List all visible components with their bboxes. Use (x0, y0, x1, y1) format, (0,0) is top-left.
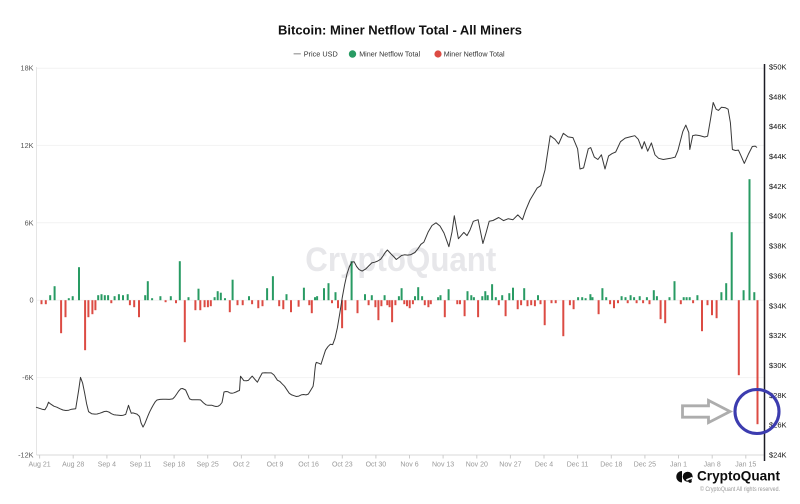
svg-text:© CryptoQuant All rights reser: © CryptoQuant All rights reserved. (700, 486, 780, 493)
svg-text:Bitcoin: Miner Netflow Total -: Bitcoin: Miner Netflow Total - All Miner… (278, 22, 522, 37)
svg-text:$36K: $36K (769, 271, 787, 280)
svg-text:-12K: -12K (18, 451, 34, 460)
svg-text:Miner Netflow Total: Miner Netflow Total (359, 50, 420, 59)
svg-text:Jan 15: Jan 15 (735, 462, 756, 469)
svg-text:Nov 6: Nov 6 (400, 462, 418, 469)
svg-text:Oct 16: Oct 16 (298, 462, 319, 469)
svg-text:0: 0 (29, 296, 33, 305)
svg-text:CryptoQuant: CryptoQuant (305, 241, 496, 279)
svg-text:CryptoQuant: CryptoQuant (697, 468, 781, 483)
svg-text:$46K: $46K (769, 122, 787, 131)
svg-text:$42K: $42K (769, 182, 787, 191)
svg-text:Nov 27: Nov 27 (499, 462, 521, 469)
svg-text:$48K: $48K (769, 92, 787, 101)
svg-text:$44K: $44K (769, 152, 787, 161)
svg-text:$30K: $30K (769, 361, 787, 370)
svg-text:Price USD: Price USD (304, 50, 338, 59)
svg-text:-6K: -6K (22, 373, 33, 382)
svg-text:12K: 12K (21, 141, 34, 150)
svg-text:Dec 4: Dec 4 (535, 462, 553, 469)
svg-text:Dec 11: Dec 11 (567, 462, 589, 469)
svg-text:Aug 28: Aug 28 (62, 462, 84, 469)
svg-text:Aug 21: Aug 21 (29, 462, 51, 469)
svg-text:Sep 18: Sep 18 (163, 462, 185, 469)
svg-text:$38K: $38K (769, 242, 787, 251)
svg-text:$50K: $50K (769, 63, 787, 72)
svg-text:Sep 4: Sep 4 (98, 462, 116, 469)
svg-text:Sep 25: Sep 25 (197, 462, 219, 469)
svg-text:$34K: $34K (769, 301, 787, 310)
svg-text:$28K: $28K (769, 391, 787, 400)
svg-text:Oct 2: Oct 2 (233, 462, 250, 469)
svg-text:Dec 25: Dec 25 (634, 462, 656, 469)
svg-text:Oct 23: Oct 23 (332, 462, 353, 469)
svg-text:$32K: $32K (769, 331, 787, 340)
svg-text:Sep 11: Sep 11 (130, 462, 152, 469)
svg-text:Jan 1: Jan 1 (670, 462, 687, 469)
svg-text:Oct 9: Oct 9 (267, 462, 284, 469)
svg-text:$24K: $24K (769, 451, 787, 460)
svg-text:$26K: $26K (769, 421, 787, 430)
svg-text:Dec 18: Dec 18 (600, 462, 622, 469)
svg-text:Nov 13: Nov 13 (432, 462, 454, 469)
svg-text:Nov 20: Nov 20 (466, 462, 488, 469)
svg-text:Oct 30: Oct 30 (366, 462, 387, 469)
svg-text:Miner Netflow Total: Miner Netflow Total (444, 50, 505, 59)
svg-text:6K: 6K (25, 218, 34, 227)
svg-text:$40K: $40K (769, 212, 787, 221)
svg-text:Jan 8: Jan 8 (704, 462, 721, 469)
svg-text:18K: 18K (21, 64, 34, 73)
